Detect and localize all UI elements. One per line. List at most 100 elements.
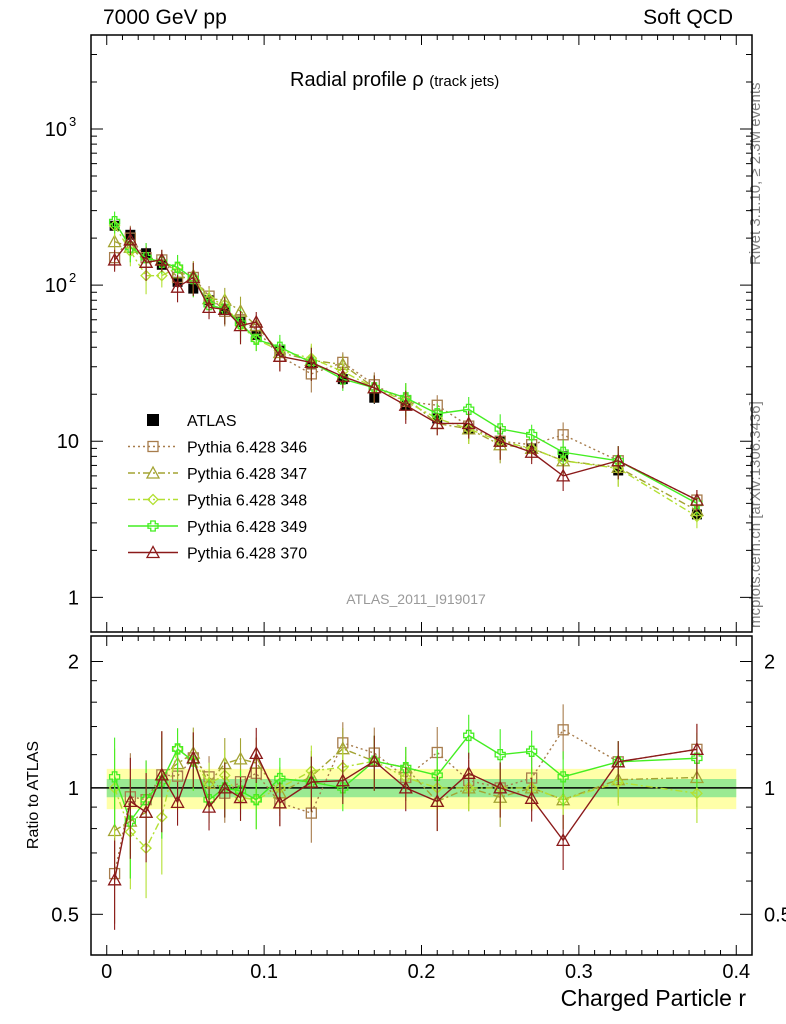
data-point	[186, 270, 201, 284]
data-point	[147, 493, 159, 506]
data-point	[201, 300, 217, 314]
data-point	[171, 261, 184, 273]
series-line	[114, 238, 698, 501]
legend-label: Pythia 6.428 348	[187, 493, 307, 510]
data-point	[201, 799, 217, 813]
ratio-tick-label-right: 1	[764, 778, 775, 800]
ratio-uncertainty-bands	[91, 768, 752, 810]
data-point	[335, 773, 350, 787]
legend: ATLAS Pythia 6.428 346 Pythia 6.428 347 Pyt…	[128, 413, 307, 563]
series-layer	[107, 211, 705, 930]
data-point	[154, 767, 169, 781]
y-tick-label: 10	[57, 431, 79, 453]
data-point	[367, 380, 382, 394]
data-point	[524, 444, 539, 458]
data-point	[398, 780, 413, 794]
legend-item: Pythia 6.428 346	[128, 440, 307, 457]
series-ratio-line	[113, 728, 698, 874]
data-point	[689, 742, 705, 756]
y-tick-exponent: 3	[69, 114, 76, 129]
data-point	[108, 771, 121, 783]
data-point	[494, 423, 506, 435]
x-tick-label: 0.3	[565, 961, 593, 983]
data-point	[249, 746, 264, 760]
data-point	[155, 269, 168, 282]
series-ratio-line	[113, 748, 698, 880]
data-point	[335, 369, 350, 383]
data-point	[431, 408, 443, 420]
data-point	[557, 429, 569, 441]
x-axis-label: Charged Particle r	[561, 985, 747, 1011]
data-point	[461, 416, 476, 430]
data-point	[123, 232, 138, 246]
legend-label: ATLAS	[187, 413, 237, 430]
x-tick-label: 0.2	[408, 961, 436, 983]
data-point	[138, 254, 154, 268]
axis-labels: Radial profile ρ (track jets) ATLAS_2011_…	[25, 69, 746, 1011]
data-point	[233, 751, 248, 765]
data-point	[367, 753, 382, 767]
legend-item: ATLAS	[147, 413, 237, 430]
y-tick-label: 10	[45, 275, 67, 297]
data-point	[186, 750, 201, 764]
data-point	[398, 397, 413, 411]
data-point	[154, 252, 169, 266]
data-point	[124, 815, 136, 827]
data-point	[493, 780, 508, 794]
data-point	[123, 794, 138, 808]
data-point	[691, 752, 703, 764]
data-point	[107, 252, 122, 266]
legend-label: Pythia 6.428 347	[187, 466, 307, 483]
plot-title: Radial profile ρ (track jets)	[290, 69, 499, 91]
data-point	[272, 348, 287, 362]
data-point	[147, 440, 159, 453]
data-point	[430, 416, 445, 430]
data-point	[147, 520, 159, 532]
data-point	[171, 743, 184, 755]
ratio-tick-label: 1	[68, 778, 79, 800]
data-point	[138, 804, 154, 818]
data-point	[612, 776, 625, 789]
data-point	[557, 446, 569, 458]
data-point	[690, 787, 703, 800]
header-category-label: Soft QCD	[643, 6, 733, 29]
series-pythia-6-428-370	[107, 227, 705, 930]
data-point	[304, 774, 319, 788]
data-point	[400, 761, 412, 774]
ratio-y-axis-label: Ratio to ATLAS	[25, 741, 42, 849]
x-tick-label: 0	[101, 961, 112, 983]
data-point	[107, 234, 122, 248]
data-point	[526, 429, 538, 441]
x-tick-label: 0.1	[250, 961, 278, 983]
data-point	[304, 355, 319, 369]
legend-label: Pythia 6.428 370	[187, 546, 307, 563]
series-ratio-line	[113, 747, 698, 850]
series-ratio-line	[114, 747, 697, 832]
data-point	[217, 780, 232, 794]
data-point	[249, 314, 264, 328]
data-point	[461, 765, 476, 779]
data-point	[463, 403, 475, 416]
analysis-id-label: ATLAS_2011_I919017	[346, 591, 486, 607]
data-point	[557, 771, 569, 783]
data-point	[108, 215, 121, 228]
data-point	[431, 769, 443, 781]
data-point	[526, 745, 538, 757]
data-point	[107, 872, 122, 886]
data-point	[145, 545, 161, 559]
data-point	[430, 794, 445, 808]
ratio-tick-label: 0.5	[51, 904, 79, 926]
data-point	[524, 790, 539, 804]
legend-label: Pythia 6.428 349	[187, 519, 307, 536]
data-point	[463, 729, 475, 742]
legend-item: Pythia 6.428 347	[128, 465, 307, 483]
data-point	[557, 724, 569, 736]
data-point	[140, 794, 152, 806]
y-tick-exponent: 2	[69, 270, 76, 285]
y-tick-label: 1	[68, 587, 79, 609]
data-point	[611, 453, 626, 467]
header-energy-label: 7000 GeV pp	[103, 6, 227, 29]
ratio-tick-label: 2	[68, 651, 79, 673]
